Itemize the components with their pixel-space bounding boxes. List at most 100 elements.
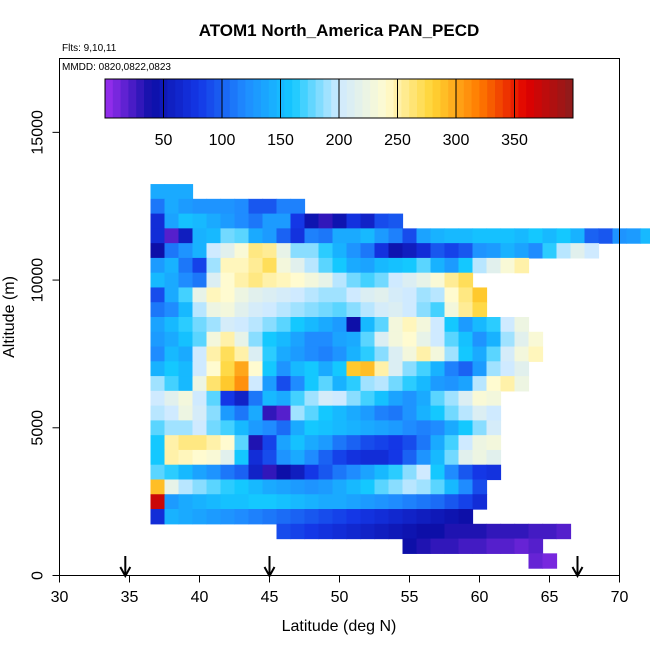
- heatmap-cell: [472, 420, 488, 436]
- colorbar-segment: [331, 79, 340, 118]
- heatmap-cell: [192, 257, 208, 274]
- heatmap-cell: [346, 523, 362, 540]
- plot-area: MMDD: 0820,0822,0823 50 100 150 200 250 300 35…: [59, 58, 650, 579]
- colorbar-tick-label: 250: [384, 132, 411, 149]
- heatmap-cell: [290, 523, 306, 540]
- heatmap-cell: [444, 331, 460, 348]
- heatmap-cell: [262, 420, 278, 436]
- heatmap-cell: [150, 272, 166, 289]
- heatmap-cell: [416, 479, 432, 495]
- heatmap-cell: [388, 302, 404, 318]
- heatmap-cell: [388, 257, 404, 274]
- heatmap-cell: [402, 449, 418, 466]
- heatmap-cell: [262, 272, 278, 289]
- y-tick-label: 10000: [30, 258, 47, 303]
- heatmap-cell: [192, 272, 208, 289]
- heatmap-cell: [430, 523, 446, 540]
- heatmap-cell: [500, 376, 516, 392]
- x-axis-label: Latitude (deg N): [282, 618, 397, 635]
- heatmap-cell: [220, 464, 236, 481]
- heatmap-cell: [472, 346, 488, 362]
- heatmap-cell: [290, 302, 306, 318]
- heatmap-cell: [388, 317, 404, 333]
- heatmap-cell: [388, 331, 404, 348]
- heatmap-cell: [276, 464, 292, 481]
- heatmap-cell: [360, 376, 376, 392]
- heatmap-cell: [430, 346, 446, 362]
- heatmap-cell: [416, 494, 432, 510]
- heatmap-cell: [192, 376, 208, 392]
- heatmap-cell: [150, 317, 166, 333]
- heatmap-cell: [304, 243, 320, 259]
- heatmap-cell: [234, 287, 250, 303]
- heatmap-cell: [360, 213, 376, 229]
- heatmap-cell: [178, 361, 194, 377]
- heatmap-cell: [192, 331, 208, 348]
- heatmap-cell: [290, 509, 306, 525]
- heatmap-cell: [360, 523, 376, 540]
- heatmap-cell: [220, 479, 236, 495]
- heatmap-cell: [304, 420, 320, 436]
- heatmap-cell: [220, 390, 236, 407]
- heatmap-cell: [206, 509, 222, 525]
- heatmap-cell: [290, 346, 306, 362]
- heatmap-cell: [458, 479, 474, 495]
- heatmap-cell: [430, 538, 446, 554]
- heatmap-cell: [556, 523, 572, 540]
- heatmap-cell: [220, 435, 236, 451]
- heatmap-cell: [402, 228, 418, 244]
- heatmap-cell: [360, 390, 376, 407]
- heatmap-cell: [248, 198, 264, 215]
- heatmap-cell: [248, 243, 264, 259]
- heatmap-cell: [430, 494, 446, 510]
- heatmap-cell: [234, 317, 250, 333]
- x-tick-label: 30: [51, 589, 69, 606]
- heatmap-cell: [304, 479, 320, 495]
- heatmap-cell: [360, 272, 376, 289]
- heatmap-cell: [234, 272, 250, 289]
- heatmap-cell: [164, 272, 180, 289]
- heatmap-cell: [234, 390, 250, 407]
- heatmap-cell: [514, 243, 530, 259]
- heatmap-cell: [332, 317, 348, 333]
- heatmap-cell: [332, 405, 348, 421]
- heatmap-cell: [304, 435, 320, 451]
- heatmap-cell: [402, 420, 418, 436]
- heatmap-cell: [472, 538, 488, 554]
- colorbar-segment: [183, 79, 192, 118]
- heatmap-cell: [556, 228, 572, 244]
- heatmap-cell: [248, 228, 264, 244]
- heatmap-cell: [388, 272, 404, 289]
- heatmap-cell: [276, 228, 292, 244]
- heatmap-cell: [374, 420, 390, 436]
- heatmap-cell: [262, 213, 278, 229]
- heatmap-cell: [164, 420, 180, 436]
- heatmap-cell: [220, 346, 236, 362]
- heatmap-cell: [374, 390, 390, 407]
- heatmap-cell: [192, 464, 208, 481]
- colorbar-segment: [190, 79, 200, 118]
- heatmap-cell: [192, 361, 208, 377]
- heatmap-cell: [164, 494, 180, 510]
- heatmap-cell: [416, 243, 432, 259]
- heatmap-cell: [458, 331, 474, 348]
- heatmap-cell: [164, 509, 180, 525]
- x-tick-label: 55: [401, 589, 419, 606]
- heatmap-cell: [486, 420, 502, 436]
- heatmap-cell: [416, 317, 432, 333]
- heatmap-cell: [486, 464, 502, 481]
- heatmap-cell: [360, 435, 376, 451]
- heatmap-cell: [220, 228, 236, 244]
- heatmap-cell: [290, 228, 306, 244]
- heatmap-cell: [262, 449, 278, 466]
- x-tick-label: 70: [611, 589, 629, 606]
- heatmap-cell: [150, 449, 166, 466]
- heatmap-cell: [388, 435, 404, 451]
- heatmap-cell: [192, 228, 208, 244]
- heatmap-cell: [486, 331, 502, 348]
- heatmap-cell: [332, 213, 348, 229]
- heatmap-cell: [248, 479, 264, 495]
- heatmap-cell: [262, 464, 278, 481]
- heatmap-cell: [178, 272, 194, 289]
- heatmap-cell: [500, 317, 516, 333]
